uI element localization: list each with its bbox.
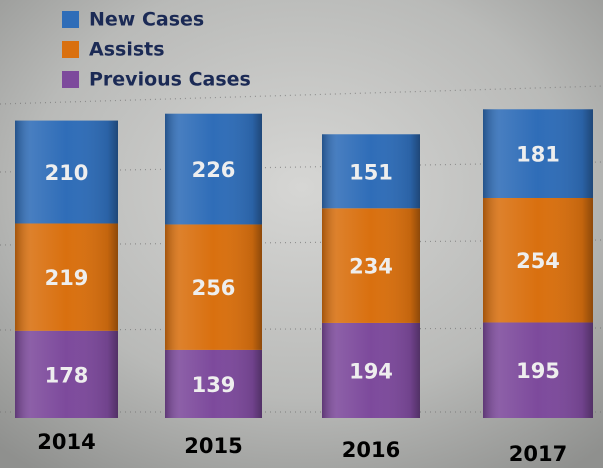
value-label: 178 — [45, 363, 89, 387]
value-label: 181 — [516, 143, 560, 167]
x-tick-label: 2015 — [184, 434, 242, 458]
legend-swatch — [62, 11, 79, 28]
value-label: 254 — [516, 249, 560, 273]
value-label: 210 — [45, 161, 89, 185]
bar-shade — [322, 134, 420, 209]
bar-shade — [322, 322, 420, 418]
bar-shade — [15, 120, 118, 224]
value-label: 256 — [192, 276, 236, 300]
bar-shade — [165, 224, 262, 350]
legend-label: Previous Cases — [89, 69, 251, 91]
legend-swatch — [62, 41, 79, 58]
x-tick-label: 2016 — [342, 438, 400, 462]
value-label: 226 — [192, 158, 236, 182]
bar-shade — [165, 113, 262, 225]
legend-label: Assists — [89, 39, 165, 61]
bar-shade — [483, 109, 593, 198]
value-label: 139 — [192, 373, 236, 397]
bar-shade — [483, 197, 593, 323]
value-label: 151 — [349, 160, 393, 184]
bar-shade — [165, 349, 262, 418]
legend-label: New Cases — [89, 9, 204, 31]
bar-shade — [483, 322, 593, 418]
bar-shade — [15, 223, 118, 331]
x-tick-label: 2014 — [37, 430, 95, 454]
value-label: 195 — [516, 359, 560, 383]
bar-shade — [322, 208, 420, 323]
value-label: 194 — [349, 359, 393, 383]
x-tick-label: 2017 — [509, 442, 567, 466]
bar-shade — [15, 330, 118, 418]
value-label: 219 — [45, 266, 89, 290]
value-label: 234 — [349, 255, 393, 279]
legend-swatch — [62, 71, 79, 88]
